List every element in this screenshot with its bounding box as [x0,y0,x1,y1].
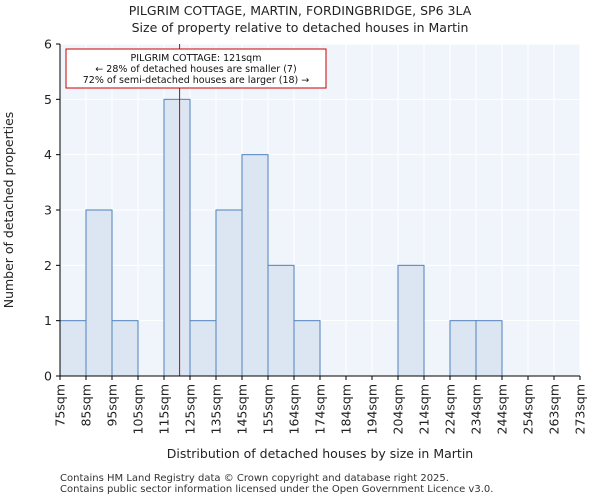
footer-copyright: Contains HM Land Registry data © Crown c… [60,473,449,484]
histogram-bar [111,320,139,377]
histogram-bar [189,320,217,377]
x-tick-label: 174sqm [313,384,328,434]
bars [59,98,503,377]
footer-licence: Contains public sector information licen… [60,484,494,495]
x-tick-label: 224sqm [443,384,458,434]
y-axis-label: Number of detached properties [1,112,16,309]
x-tick-label: 145sqm [235,384,250,434]
y-tick-label: 1 [44,313,52,328]
x-tick-label: 214sqm [417,384,432,434]
y-tick-label: 4 [44,147,52,162]
x-tick-label: 125sqm [183,384,198,434]
histogram-bar [475,320,503,377]
histogram-bar [85,209,113,377]
x-tick-label: 244sqm [495,384,510,434]
chart-title: PILGRIM COTTAGE, MARTIN, FORDINGBRIDGE, … [128,3,472,18]
y-tick-label: 2 [44,258,52,273]
y-tick-label: 0 [44,369,52,384]
marker-annotation-line: ← 28% of detached houses are smaller (7) [95,64,296,75]
x-tick-label: 75sqm [53,384,68,427]
x-tick-label: 234sqm [469,384,484,434]
property-marker: PILGRIM COTTAGE: 121sqm← 28% of detached… [65,44,327,376]
x-tick-label: 263sqm [547,384,562,434]
x-tick-label: 194sqm [365,384,380,434]
marker-annotation-line: PILGRIM COTTAGE: 121sqm [131,53,262,64]
x-tick-label: 184sqm [339,384,354,434]
y-tick-label: 6 [44,37,52,52]
chart-subtitle: Size of property relative to detached ho… [131,20,469,35]
x-tick-label: 105sqm [131,384,146,434]
y-tick-label: 5 [44,92,52,107]
x-tick-label: 273sqm [573,384,588,434]
x-tick-labels: 75sqm 85sqm 95sqm 105sqm 115sqm 125sqm 135sqm 1… [53,376,588,434]
x-axis-label: Distribution of detached houses by size … [167,446,473,461]
histogram-bar [59,320,87,377]
histogram-bar [267,264,295,377]
histogram-bar [163,98,191,377]
x-tick-label: 115sqm [157,384,172,434]
y-tick-labels: 0 1 2 3 4 5 6 [44,37,60,384]
marker-annotation-box [65,48,327,89]
x-tick-label: 135sqm [209,384,224,434]
x-tick-label: 85sqm [79,384,94,427]
x-tick-label: 95sqm [105,384,120,427]
histogram-bar [449,320,477,377]
marker-annotation-line: 72% of semi-detached houses are larger (… [83,75,310,86]
histogram-bar [397,264,425,377]
histogram-bar [215,209,243,377]
x-tick-label: 204sqm [391,384,406,434]
histogram-bar [293,320,321,377]
x-tick-label: 254sqm [521,384,536,434]
x-tick-label: 155sqm [261,384,276,434]
histogram-bar [241,154,269,377]
x-tick-label: 164sqm [287,384,302,434]
y-tick-label: 3 [44,203,52,218]
